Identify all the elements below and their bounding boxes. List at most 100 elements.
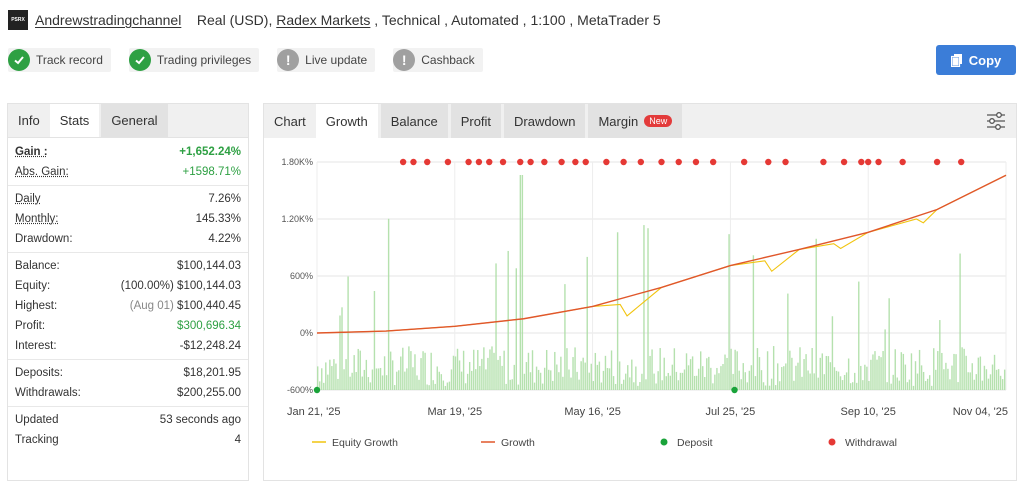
volume-bar: [843, 374, 846, 390]
volume-bar: [513, 364, 515, 390]
volume-bar: [400, 356, 402, 390]
stat-label: Equity:: [15, 280, 51, 292]
stat-updated: Updated 53 seconds ago: [15, 410, 241, 430]
volume-bar: [667, 372, 669, 390]
tab-growth[interactable]: Growth: [315, 104, 378, 138]
volume-bar: [317, 366, 319, 390]
broker-link[interactable]: Radex Markets: [276, 12, 371, 28]
volume-bar: [849, 383, 852, 390]
volume-bar: [882, 351, 884, 390]
volume-bar: [552, 380, 554, 390]
withdrawal-marker: [820, 158, 827, 166]
volume-bar: [736, 351, 738, 390]
badge-label: Cashback: [421, 53, 475, 67]
volume-bar: [898, 380, 900, 390]
left-tabs: Info Stats General: [8, 104, 248, 138]
volume-bar: [783, 366, 785, 390]
tab-chart[interactable]: Chart: [274, 113, 306, 129]
volume-bar: [884, 329, 886, 390]
volume-bar: [702, 366, 704, 390]
volume-bar: [732, 373, 734, 390]
volume-bar: [489, 349, 491, 390]
volume-bar: [533, 382, 536, 390]
volume-bar: [916, 373, 919, 390]
stat-label[interactable]: Abs. Gain:: [15, 166, 69, 178]
volume-bar: [440, 374, 443, 390]
tab-general[interactable]: General: [101, 104, 168, 137]
volume-bar: [955, 354, 957, 390]
badge-track-record[interactable]: Track record: [8, 48, 111, 72]
withdrawal-marker: [517, 158, 524, 166]
withdrawal-marker: [933, 158, 941, 166]
volume-bar: [770, 378, 773, 390]
volume-bar: [618, 361, 621, 390]
badge-trading-privileges[interactable]: Trading privileges: [128, 48, 260, 72]
badge-cashback[interactable]: ! Cashback: [393, 48, 483, 72]
settings-sliders-icon[interactable]: [986, 112, 1006, 130]
volume-bar: [327, 374, 329, 390]
stat-label[interactable]: Monthly:: [15, 213, 59, 225]
stat-monthly: Monthly: 145.33%: [15, 209, 241, 229]
tab-info[interactable]: Info: [18, 113, 40, 128]
stat-label: Tracking: [15, 434, 59, 446]
status-badges: Track record Trading privileges ! Live u…: [8, 48, 483, 72]
volume-bar: [501, 365, 503, 390]
stat-profit: Profit: $300,696.34: [15, 316, 241, 336]
volume-bars: [317, 175, 1006, 390]
volume-bar: [827, 356, 830, 390]
deposit-marker: [731, 386, 738, 394]
volume-bar: [485, 369, 487, 390]
copy-button[interactable]: Copy: [936, 45, 1016, 75]
volume-bar: [941, 352, 943, 390]
growth-chart[interactable]: 1.80K% 1.20K% 600% 0% -600% Jan 21, '25 Mar 1…: [264, 138, 1016, 480]
withdrawal-marker: [572, 158, 579, 166]
stat-daily: Daily 7.26%: [15, 189, 241, 209]
volume-bar: [928, 375, 931, 390]
badge-live-update[interactable]: ! Live update: [277, 48, 376, 72]
volume-bar: [359, 350, 361, 390]
tab-profit[interactable]: Profit: [450, 104, 502, 138]
volume-bar: [935, 369, 937, 390]
volume-bar: [858, 281, 860, 390]
tab-margin[interactable]: Margin New: [588, 104, 683, 138]
volume-bar: [959, 253, 961, 390]
volume-bar: [937, 351, 939, 390]
volume-bar: [531, 350, 534, 390]
volume-bar: [742, 363, 744, 390]
volume-bar: [847, 358, 850, 390]
y-tick-label: -600%: [287, 385, 313, 395]
volume-bar: [987, 378, 990, 390]
volume-bar: [657, 371, 659, 390]
volume-bar: [752, 255, 755, 390]
tab-drawdown[interactable]: Drawdown: [504, 104, 586, 138]
legend-label: Deposit: [677, 437, 713, 449]
volume-bar: [748, 370, 751, 390]
tab-balance[interactable]: Balance: [380, 104, 448, 138]
volume-bar: [357, 348, 359, 390]
volume-bar: [695, 375, 698, 390]
volume-bar: [464, 383, 467, 390]
volume-bar: [663, 357, 665, 390]
volume-bar: [570, 377, 572, 390]
volume-bar: [515, 268, 517, 390]
volume-bar: [560, 356, 562, 390]
volume-bar: [444, 385, 447, 390]
volume-bar: [961, 347, 963, 390]
stat-label[interactable]: Daily: [15, 193, 41, 205]
volume-bar: [385, 375, 388, 390]
stat-label[interactable]: Gain :: [15, 146, 48, 158]
stat-label: Balance:: [15, 260, 60, 272]
volume-bar: [387, 218, 390, 390]
account-name-link[interactable]: Andrewstradingchannel: [35, 12, 182, 28]
volume-bar: [548, 369, 550, 390]
volume-bar: [649, 355, 651, 390]
volume-bar: [404, 371, 406, 390]
volume-bar: [714, 374, 716, 390]
volume-bar: [347, 276, 349, 390]
volume-bar: [726, 357, 728, 390]
volume-bar: [505, 383, 507, 390]
volume-bar: [851, 382, 854, 390]
volume-bar: [641, 373, 643, 390]
volume-bar: [647, 228, 649, 390]
tab-stats[interactable]: Stats: [49, 104, 100, 137]
